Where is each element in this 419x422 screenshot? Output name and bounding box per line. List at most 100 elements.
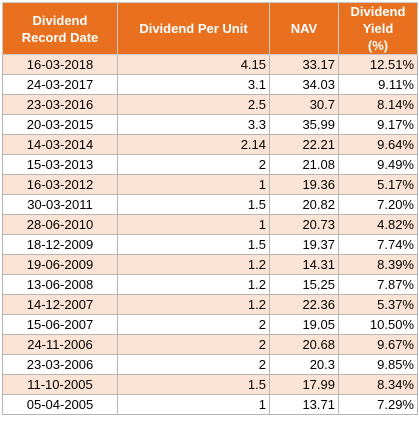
nav-cell: 35.99 (269, 114, 339, 135)
table-row: 16-03-2018 4.15 33.17 12.51% (2, 54, 418, 75)
nav-cell: 19.36 (269, 174, 339, 195)
header-record-date-line-2: Record Date (21, 29, 99, 45)
table-row: 13-06-2008 1.2 15.25 7.87% (2, 274, 418, 295)
dividend-yield-cell: 9.67% (338, 334, 418, 355)
header-dividend-yield-line-2: (%) (367, 38, 389, 53)
dividend-per-unit-cell: 1.2 (117, 294, 270, 315)
nav-cell: 20.3 (269, 354, 339, 375)
dividend-per-unit-cell: 2 (117, 314, 270, 335)
table-row: 23-03-2006 2 20.3 9.85% (2, 354, 418, 375)
nav-cell: 33.17 (269, 54, 339, 75)
dividend-yield-cell: 12.51% (338, 54, 418, 75)
nav-cell: 19.37 (269, 234, 339, 255)
dividend-per-unit-cell: 3.1 (117, 74, 270, 95)
header-dividend-per-unit-label: Dividend Per Unit (139, 21, 248, 36)
table-body: 16-03-2018 4.15 33.17 12.51% 24-03-2017 3.1 34… (2, 54, 418, 415)
record-date-cell: 23-03-2006 (2, 354, 118, 375)
dividend-yield-cell: 5.37% (338, 294, 418, 315)
dividend-yield-cell: 9.17% (338, 114, 418, 135)
nav-cell: 15.25 (269, 274, 339, 295)
table-row: 24-11-2006 2 20.68 9.67% (2, 334, 418, 355)
table-row: 05-04-2005 1 13.71 7.29% (2, 394, 418, 415)
record-date-cell: 28-06-2010 (2, 214, 118, 235)
record-date-cell: 11-10-2005 (2, 374, 118, 395)
nav-cell: 30.7 (269, 94, 339, 115)
dividend-per-unit-cell: 1 (117, 214, 270, 235)
nav-cell: 13.71 (269, 394, 339, 415)
record-date-cell: 24-03-2017 (2, 74, 118, 95)
nav-cell: 19.05 (269, 314, 339, 335)
record-date-cell: 16-03-2018 (2, 54, 118, 75)
record-date-cell: 13-06-2008 (2, 274, 118, 295)
record-date-cell: 23-03-2016 (2, 94, 118, 115)
table-row: 15-06-2007 2 19.05 10.50% (2, 314, 418, 335)
table-row: 15-03-2013 2 21.08 9.49% (2, 154, 418, 175)
header-dividend-per-unit: Dividend Per Unit (117, 2, 270, 55)
record-date-cell: 15-03-2013 (2, 154, 118, 175)
record-date-cell: 19-06-2009 (2, 254, 118, 275)
nav-cell: 17.99 (269, 374, 339, 395)
dividend-yield-cell: 9.11% (338, 74, 418, 95)
table-row: 11-10-2005 1.5 17.99 8.34% (2, 374, 418, 395)
record-date-cell: 20-03-2015 (2, 114, 118, 135)
nav-cell: 20.73 (269, 214, 339, 235)
record-date-cell: 18-12-2009 (2, 234, 118, 255)
record-date-cell: 14-03-2014 (2, 134, 118, 155)
nav-cell: 22.36 (269, 294, 339, 315)
dividend-per-unit-cell: 2.5 (117, 94, 270, 115)
record-date-cell: 14-12-2007 (2, 294, 118, 315)
table-row: 19-06-2009 1.2 14.31 8.39% (2, 254, 418, 275)
header-record-date: Dividend Record Date (2, 2, 118, 55)
dividend-per-unit-cell: 4.15 (117, 54, 270, 75)
record-date-cell: 05-04-2005 (2, 394, 118, 415)
dividend-per-unit-cell: 1.5 (117, 374, 270, 395)
table-row: 30-03-2011 1.5 20.82 7.20% (2, 194, 418, 215)
dividend-yield-cell: 9.85% (338, 354, 418, 375)
dividend-yield-cell: 10.50% (338, 314, 418, 335)
dividend-per-unit-cell: 1.5 (117, 194, 270, 215)
dividend-yield-cell: 5.17% (338, 174, 418, 195)
nav-cell: 21.08 (269, 154, 339, 175)
dividend-per-unit-cell: 3.3 (117, 114, 270, 135)
record-date-cell: 15-06-2007 (2, 314, 118, 335)
nav-cell: 34.03 (269, 74, 339, 95)
nav-cell: 22.21 (269, 134, 339, 155)
dividend-per-unit-cell: 1.2 (117, 254, 270, 275)
dividend-per-unit-cell: 1.5 (117, 234, 270, 255)
table-row: 24-03-2017 3.1 34.03 9.11% (2, 74, 418, 95)
table-row: 16-03-2012 1 19.36 5.17% (2, 174, 418, 195)
dividend-yield-cell: 7.29% (338, 394, 418, 415)
table-row: 14-12-2007 1.2 22.36 5.37% (2, 294, 418, 315)
dividend-per-unit-cell: 1 (117, 174, 270, 195)
record-date-cell: 16-03-2012 (2, 174, 118, 195)
header-dividend-yield-line-1: Dividend Yield (350, 4, 406, 36)
dividend-yield-cell: 8.14% (338, 94, 418, 115)
nav-cell: 20.68 (269, 334, 339, 355)
header-record-date-line-1: Dividend (32, 12, 88, 28)
dividend-per-unit-cell: 2 (117, 154, 270, 175)
header-nav: NAV (269, 2, 339, 55)
dividend-yield-cell: 8.34% (338, 374, 418, 395)
dividend-per-unit-cell: 2 (117, 354, 270, 375)
nav-cell: 14.31 (269, 254, 339, 275)
nav-cell: 20.82 (269, 194, 339, 215)
dividend-per-unit-cell: 2 (117, 334, 270, 355)
dividend-yield-cell: 8.39% (338, 254, 418, 275)
dividend-yield-cell: 7.87% (338, 274, 418, 295)
table-row: 14-03-2014 2.14 22.21 9.64% (2, 134, 418, 155)
record-date-cell: 30-03-2011 (2, 194, 118, 215)
dividend-history-table: Dividend Record Date Dividend Per Unit N… (2, 2, 418, 415)
table-row: 20-03-2015 3.3 35.99 9.17% (2, 114, 418, 135)
dividend-yield-cell: 7.74% (338, 234, 418, 255)
table-row: 23-03-2016 2.5 30.7 8.14% (2, 94, 418, 115)
header-dividend-yield: Dividend Yield (%) (338, 2, 418, 55)
dividend-yield-cell: 4.82% (338, 214, 418, 235)
dividend-yield-cell: 9.49% (338, 154, 418, 175)
record-date-cell: 24-11-2006 (2, 334, 118, 355)
dividend-yield-cell: 9.64% (338, 134, 418, 155)
header-nav-label: NAV (290, 21, 318, 36)
table-row: 18-12-2009 1.5 19.37 7.74% (2, 234, 418, 255)
dividend-yield-cell: 7.20% (338, 194, 418, 215)
dividend-per-unit-cell: 2.14 (117, 134, 270, 155)
dividend-per-unit-cell: 1 (117, 394, 270, 415)
